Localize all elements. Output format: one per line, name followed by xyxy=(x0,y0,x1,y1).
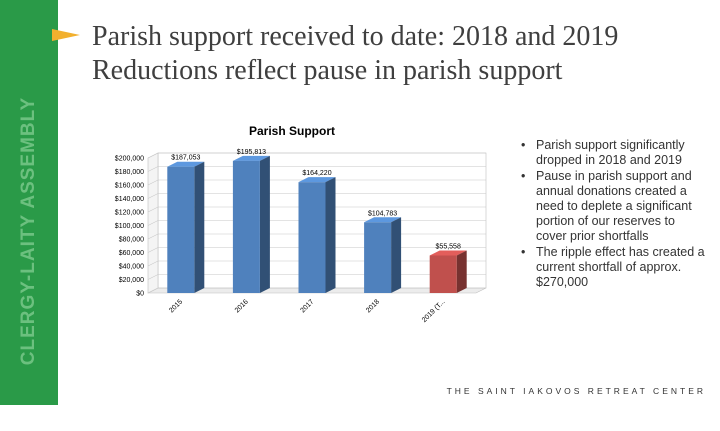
slide-title: Parish support received to date: 2018 an… xyxy=(92,20,618,88)
y-tick-label: $100,000 xyxy=(115,223,144,230)
sidebar-band: CLERGY-LAITY ASSEMBLY xyxy=(0,0,58,405)
bullet-text: Pause in parish support and annual donat… xyxy=(536,169,692,243)
bullet-list: • Parish support significantly dropped in… xyxy=(521,138,706,291)
y-tick-label: $80,000 xyxy=(119,237,144,244)
y-tick-label: $180,000 xyxy=(115,169,144,176)
y-tick-label: $120,000 xyxy=(115,210,144,217)
chart-title: Parish Support xyxy=(248,124,335,138)
y-gridline xyxy=(147,193,486,199)
bullet-marker: • xyxy=(521,245,526,259)
bar xyxy=(298,182,326,293)
title-line-1: Parish support received to date: 2018 an… xyxy=(92,21,619,52)
y-gridline xyxy=(147,152,486,159)
data-label: $55,558 xyxy=(436,243,461,250)
x-tick-label: 2017 xyxy=(299,298,315,314)
footer-organization-name: THE SAINT IAKOVOS RETREAT CENTER xyxy=(446,386,706,396)
bullet-item: • Parish support significantly dropped in… xyxy=(521,138,706,168)
bar-top xyxy=(364,217,402,223)
bar-side xyxy=(391,217,402,293)
bullet-item: • The ripple effect has created a current… xyxy=(521,245,706,290)
x-tick-label: 2015 xyxy=(168,298,184,314)
bar-top xyxy=(167,161,205,167)
data-label: $187,053 xyxy=(171,155,200,162)
y-tick-label: $140,000 xyxy=(115,196,144,203)
bar xyxy=(429,255,457,293)
y-tick-label: $40,000 xyxy=(119,264,144,271)
y-gridline xyxy=(147,179,486,186)
bar-side xyxy=(259,155,270,293)
bar-side xyxy=(194,161,205,293)
y-gridline xyxy=(147,166,486,172)
bar xyxy=(167,166,195,293)
arrow-marker-icon xyxy=(52,29,80,41)
y-tick-label: $0 xyxy=(136,291,144,298)
bar xyxy=(364,222,392,293)
y-tick-label: $20,000 xyxy=(119,277,144,284)
bar-top xyxy=(232,155,270,161)
x-tick-label: 2018 xyxy=(365,298,381,314)
bar xyxy=(232,160,260,293)
y-tick-label: $160,000 xyxy=(115,183,144,190)
y-tick-label: $60,000 xyxy=(119,250,144,257)
data-label: $164,220 xyxy=(302,170,331,177)
bullet-marker: • xyxy=(521,169,526,183)
bar-side xyxy=(456,250,467,293)
y-gridline xyxy=(147,206,486,213)
bar-side xyxy=(325,177,336,293)
bar-top xyxy=(298,177,336,183)
x-tick-label: 2019 (T... xyxy=(421,298,447,324)
bar-chart: $0 $20,000 $40,000 $60,000 $80,000 $100,000 $1… xyxy=(115,149,487,324)
data-label: $195,813 xyxy=(237,149,266,156)
title-line-2: Reductions reflect pause in parish suppo… xyxy=(92,55,563,86)
bullet-text: The ripple effect has created a current … xyxy=(536,245,705,289)
bullet-marker: • xyxy=(521,138,526,152)
bullet-item: • Pause in parish support and annual dona… xyxy=(521,169,706,244)
data-label: $104,783 xyxy=(368,210,397,217)
y-tick-label: $200,000 xyxy=(115,156,144,163)
x-tick-label: 2016 xyxy=(234,298,250,314)
bullet-text: Parish support significantly dropped in … xyxy=(536,138,685,167)
bar-top xyxy=(429,250,467,256)
